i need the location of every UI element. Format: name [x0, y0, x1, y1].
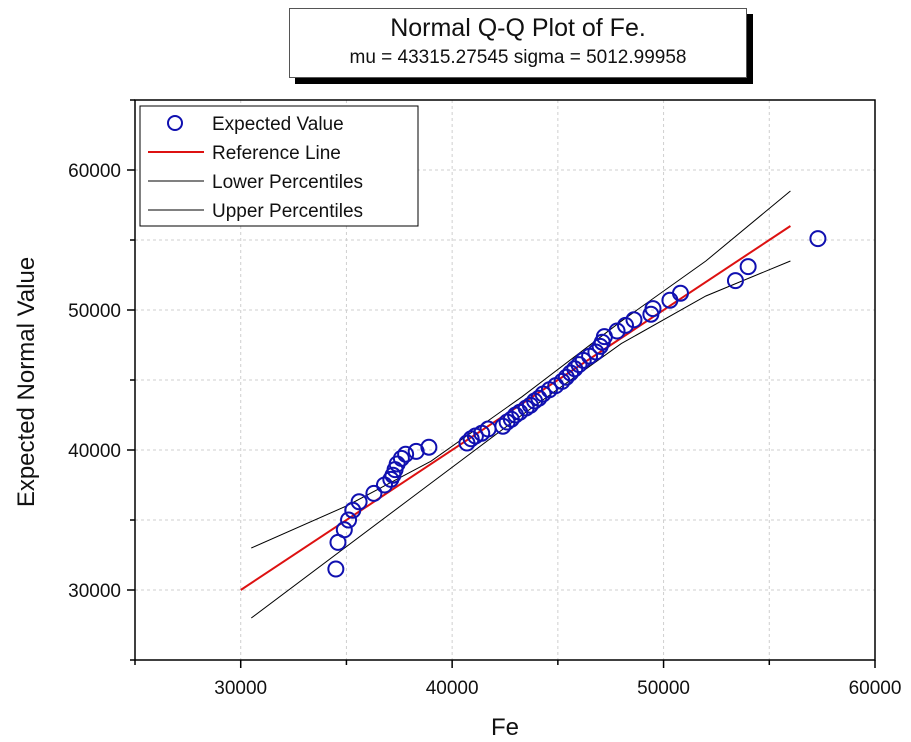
line-series	[240, 190, 791, 619]
data-point	[570, 356, 588, 374]
legend-label-upper: Upper Percentiles	[212, 201, 363, 222]
legend: Expected Value Reference Line Lower Perc…	[139, 105, 419, 227]
legend-label-expected: Expected Value	[212, 114, 344, 135]
y-axis-title: Expected Normal Value	[13, 257, 40, 507]
legend-label-lower: Lower Percentiles	[212, 172, 363, 193]
data-point	[530, 389, 548, 407]
y-tick-label: 30000	[68, 581, 121, 602]
data-point	[726, 272, 744, 290]
data-point	[335, 521, 353, 539]
data-point	[617, 316, 635, 334]
x-axis-title: Fe	[491, 714, 519, 741]
data-point	[562, 364, 580, 382]
data-point	[365, 484, 383, 502]
data-point	[625, 311, 643, 329]
x-tick-label: 60000	[849, 678, 902, 699]
y-tick-label: 50000	[68, 301, 121, 322]
data-point	[420, 438, 438, 456]
x-tick-label: 40000	[426, 678, 479, 699]
data-point	[462, 430, 480, 448]
lower-percentile-line	[250, 260, 791, 619]
legend-box	[139, 105, 419, 227]
x-tick-label: 50000	[637, 678, 690, 699]
chart-subtitle: mu = 43315.27545 sigma = 5012.99958	[349, 47, 687, 68]
y-tick-label: 40000	[68, 441, 121, 462]
upper-percentile-line	[251, 190, 791, 549]
data-point	[809, 230, 827, 248]
y-tick-label: 60000	[68, 161, 121, 182]
legend-label-reference: Reference Line	[212, 143, 341, 164]
legend-marker-expected	[167, 115, 183, 131]
data-point	[350, 493, 368, 511]
data-point	[388, 455, 406, 473]
chart-title-box: Normal Q-Q Plot of Fe. mu = 43315.27545 …	[289, 8, 747, 78]
data-point	[671, 284, 689, 302]
chart-title: Normal Q-Q Plot of Fe.	[390, 14, 646, 42]
point-series	[327, 230, 827, 578]
data-point	[397, 445, 415, 463]
x-tick-label: 30000	[214, 678, 267, 699]
data-point	[392, 449, 410, 467]
data-point	[327, 560, 345, 578]
data-point	[608, 322, 626, 340]
axis-ticks: 30000 40000 50000 60000 30000 40000 50000 60000	[68, 99, 902, 699]
data-point	[644, 300, 662, 318]
data-point	[739, 258, 757, 276]
data-point	[340, 511, 358, 529]
